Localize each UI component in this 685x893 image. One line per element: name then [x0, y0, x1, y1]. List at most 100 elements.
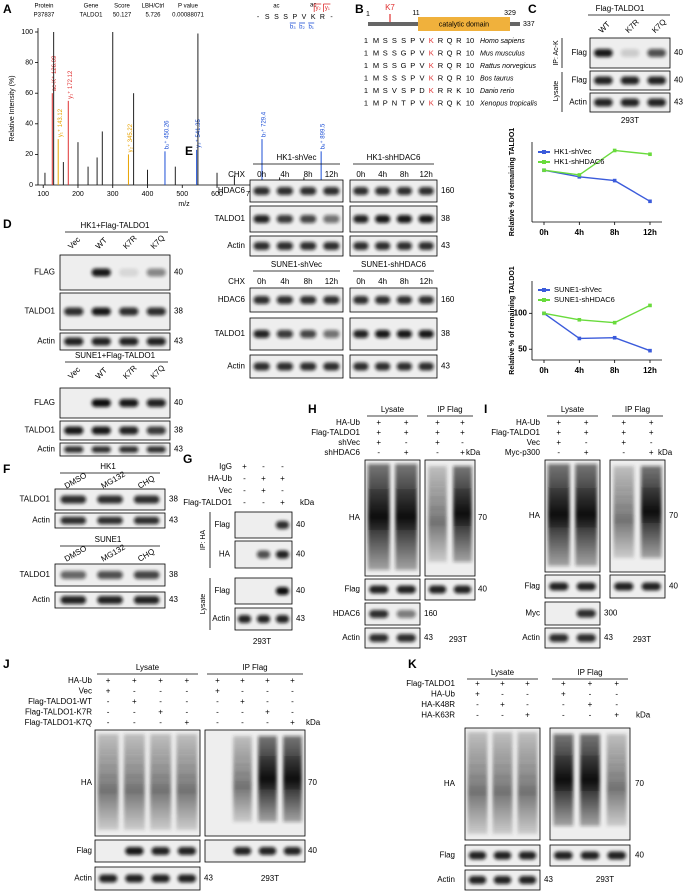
- sign: +: [584, 448, 589, 457]
- peptide-residue: -: [257, 14, 260, 21]
- sign: +: [261, 474, 266, 483]
- peak-label: b₈⁺ 899.5: [320, 123, 327, 149]
- point: [648, 152, 652, 157]
- band: [323, 330, 340, 338]
- table-header: LBH/Ctrl: [142, 4, 165, 10]
- sign: +: [614, 679, 619, 688]
- band: [375, 296, 391, 304]
- x-tick-label: 600: [211, 191, 223, 198]
- point: [542, 311, 546, 316]
- residue: M: [373, 48, 379, 57]
- residue: M: [373, 86, 379, 95]
- residue: P: [383, 98, 388, 107]
- group-label: HK1+Flag-TALDO1: [81, 221, 151, 230]
- b-ion: b₂: [299, 25, 305, 31]
- group-label: SUNE1+Flag-TALDO1: [75, 351, 156, 360]
- sign: +: [376, 428, 381, 437]
- section-label: IP Flag: [437, 405, 462, 414]
- band: [375, 187, 391, 195]
- residue: P: [410, 73, 415, 82]
- peak-label: b₇⁺ 729.4: [261, 111, 268, 137]
- unit: kDa: [636, 711, 651, 720]
- group-label: SUNE1-shVec: [271, 260, 322, 269]
- blot-label: HDAC6: [218, 295, 246, 304]
- table-cell: TALDO1: [80, 13, 104, 19]
- band: [91, 426, 111, 435]
- sign: -: [107, 697, 110, 706]
- cell-line: 293T: [261, 874, 279, 883]
- point: [612, 178, 617, 183]
- table-cell: P37837: [34, 13, 55, 19]
- kda: 40: [174, 268, 183, 277]
- residue: Q: [447, 48, 453, 57]
- blot-label: Actin: [342, 633, 360, 642]
- y-tick-label: 0: [29, 182, 33, 189]
- sign: +: [280, 498, 285, 507]
- band: [353, 215, 369, 223]
- sign: -: [243, 498, 246, 507]
- smear: [395, 464, 418, 570]
- row-label: Flag-TALDO1: [491, 428, 540, 437]
- x-tick-label: 100: [37, 191, 49, 198]
- blot-label: HA: [219, 550, 231, 559]
- smear: [640, 466, 662, 558]
- species: Homo sapiens: [480, 38, 525, 45]
- residue: G: [401, 61, 407, 70]
- peak-label: ac-K⁺ 126.09: [51, 55, 58, 91]
- residue: P: [410, 36, 415, 45]
- blot: [94, 866, 201, 891]
- sign: -: [461, 438, 464, 447]
- kda: 160: [424, 609, 438, 618]
- sign: +: [185, 676, 190, 685]
- residue: P: [410, 98, 415, 107]
- band: [64, 337, 84, 346]
- band: [177, 847, 197, 855]
- band: [60, 571, 87, 579]
- point: [648, 199, 652, 204]
- sign: +: [475, 690, 480, 699]
- seq-end: 10: [466, 61, 474, 70]
- sign: -: [622, 448, 625, 457]
- blot: [364, 578, 421, 601]
- smear: [283, 736, 302, 822]
- band: [396, 634, 416, 642]
- point: [577, 317, 582, 322]
- band: [146, 399, 166, 407]
- blot: [364, 627, 421, 649]
- band: [253, 187, 270, 195]
- section-label: Lysate: [200, 594, 207, 614]
- y-tick-label: 60: [25, 90, 33, 97]
- smear: [97, 734, 119, 830]
- blot-label: Actin: [437, 875, 455, 884]
- section-label: Lysate: [381, 405, 405, 414]
- blot-label: Flag: [344, 585, 360, 594]
- band: [283, 847, 302, 855]
- residue: S: [392, 73, 397, 82]
- row-label: Flag-TALDO1-K7R: [25, 708, 92, 717]
- sign: +: [561, 690, 566, 699]
- blot-label: TALDO1: [214, 214, 245, 223]
- section-label: IP Flag: [242, 663, 267, 672]
- blot-label: Actin: [32, 595, 50, 604]
- lane-label: WT: [94, 366, 109, 381]
- blot-label: Flag: [76, 846, 92, 855]
- blot-label: Flag: [571, 76, 587, 85]
- residue: R: [438, 36, 444, 45]
- band: [418, 330, 434, 338]
- table-header: Gene: [84, 4, 99, 10]
- blot: [544, 627, 601, 649]
- group-label: HK1-shVec: [276, 153, 316, 162]
- legend-marker: [542, 150, 546, 154]
- sign: +: [649, 448, 654, 457]
- lane-label: DMSO: [63, 544, 88, 564]
- band: [97, 495, 123, 504]
- band: [133, 596, 160, 604]
- blot: [59, 442, 171, 457]
- band: [396, 585, 416, 594]
- table-cell: 50.127: [113, 13, 132, 19]
- b-ion: b₁: [309, 25, 314, 31]
- position: 329: [504, 10, 516, 17]
- kda: 43: [604, 633, 613, 642]
- blot: [364, 602, 421, 626]
- x-tick-label: 0h: [539, 228, 548, 237]
